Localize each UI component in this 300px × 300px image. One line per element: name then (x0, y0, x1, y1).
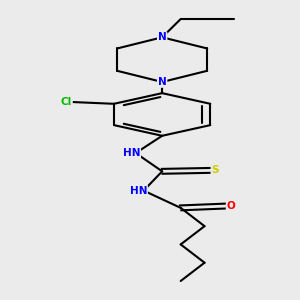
Text: O: O (226, 201, 236, 211)
Text: Cl: Cl (61, 97, 72, 107)
Text: N: N (158, 77, 167, 87)
Text: N: N (158, 32, 167, 42)
Text: S: S (212, 165, 219, 175)
Text: HN: HN (130, 186, 147, 196)
Text: HN: HN (123, 148, 140, 158)
